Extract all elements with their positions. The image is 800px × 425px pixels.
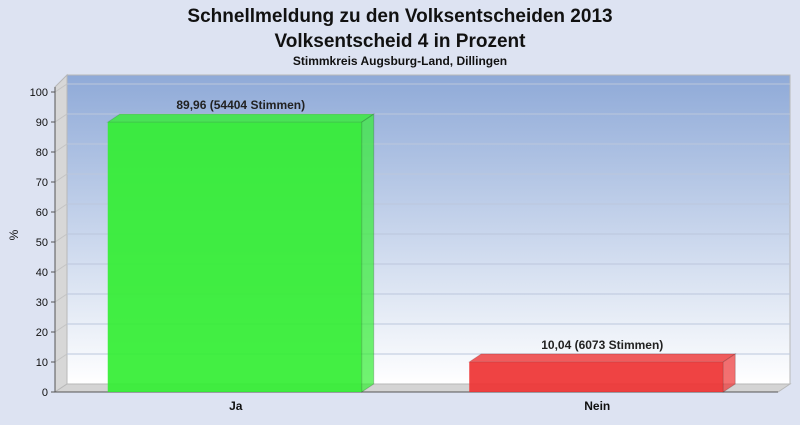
bar-group: 10,04 (6073 Stimmen) Nein bbox=[467, 338, 737, 413]
chart-subtitle: Volksentscheid 4 in Prozent bbox=[275, 31, 527, 52]
grid-line-side bbox=[54, 353, 68, 363]
y-tick-label: 20 bbox=[36, 327, 48, 339]
bar-side-face bbox=[361, 113, 375, 393]
data-label: 10,04 (6073 Stimmen) bbox=[541, 338, 663, 352]
x-tick-label: Ja bbox=[229, 399, 243, 413]
x-tick-label: Nein bbox=[584, 399, 610, 413]
bar-group: 89,96 (54404 Stimmen) Ja bbox=[106, 98, 376, 413]
grid-line-side bbox=[54, 323, 68, 333]
grid-line-side bbox=[54, 263, 68, 273]
bar bbox=[107, 122, 362, 393]
bar-top-face bbox=[467, 353, 737, 363]
y-tick-label: 30 bbox=[36, 297, 48, 309]
grid-line-side bbox=[54, 113, 68, 123]
grid-line-side bbox=[54, 143, 68, 153]
y-tick-label: 0 bbox=[42, 387, 48, 399]
bar-top-face bbox=[106, 113, 376, 123]
bars: 89,96 (54404 Stimmen) Ja 10,04 (6073 Stimm… bbox=[106, 98, 737, 413]
y-tick-label: 70 bbox=[36, 177, 48, 189]
grid-line-side bbox=[54, 233, 68, 243]
chart-title: Schnellmeldung zu den Volksentscheiden 2… bbox=[187, 6, 612, 27]
bar bbox=[469, 361, 724, 392]
y-tick-label: 40 bbox=[36, 267, 48, 279]
y-axis-label: % bbox=[7, 229, 21, 240]
y-tick-label: 50 bbox=[36, 237, 48, 249]
y-tick-label: 80 bbox=[36, 147, 48, 159]
y-tick-label: 90 bbox=[36, 117, 48, 129]
y-tick-label: 100 bbox=[30, 87, 48, 99]
grid-line-side bbox=[54, 203, 68, 213]
y-tick-label: 10 bbox=[36, 357, 48, 369]
grid-line-side bbox=[54, 173, 68, 183]
y-tick-label: 60 bbox=[36, 207, 48, 219]
data-label: 89,96 (54404 Stimmen) bbox=[176, 98, 305, 112]
chart-caption: Stimmkreis Augsburg-Land, Dillingen bbox=[293, 54, 507, 68]
plot-side-wall bbox=[54, 73, 68, 393]
grid-line-side bbox=[54, 293, 68, 303]
bar-side-face bbox=[722, 352, 736, 393]
grid-line-side bbox=[54, 83, 68, 93]
